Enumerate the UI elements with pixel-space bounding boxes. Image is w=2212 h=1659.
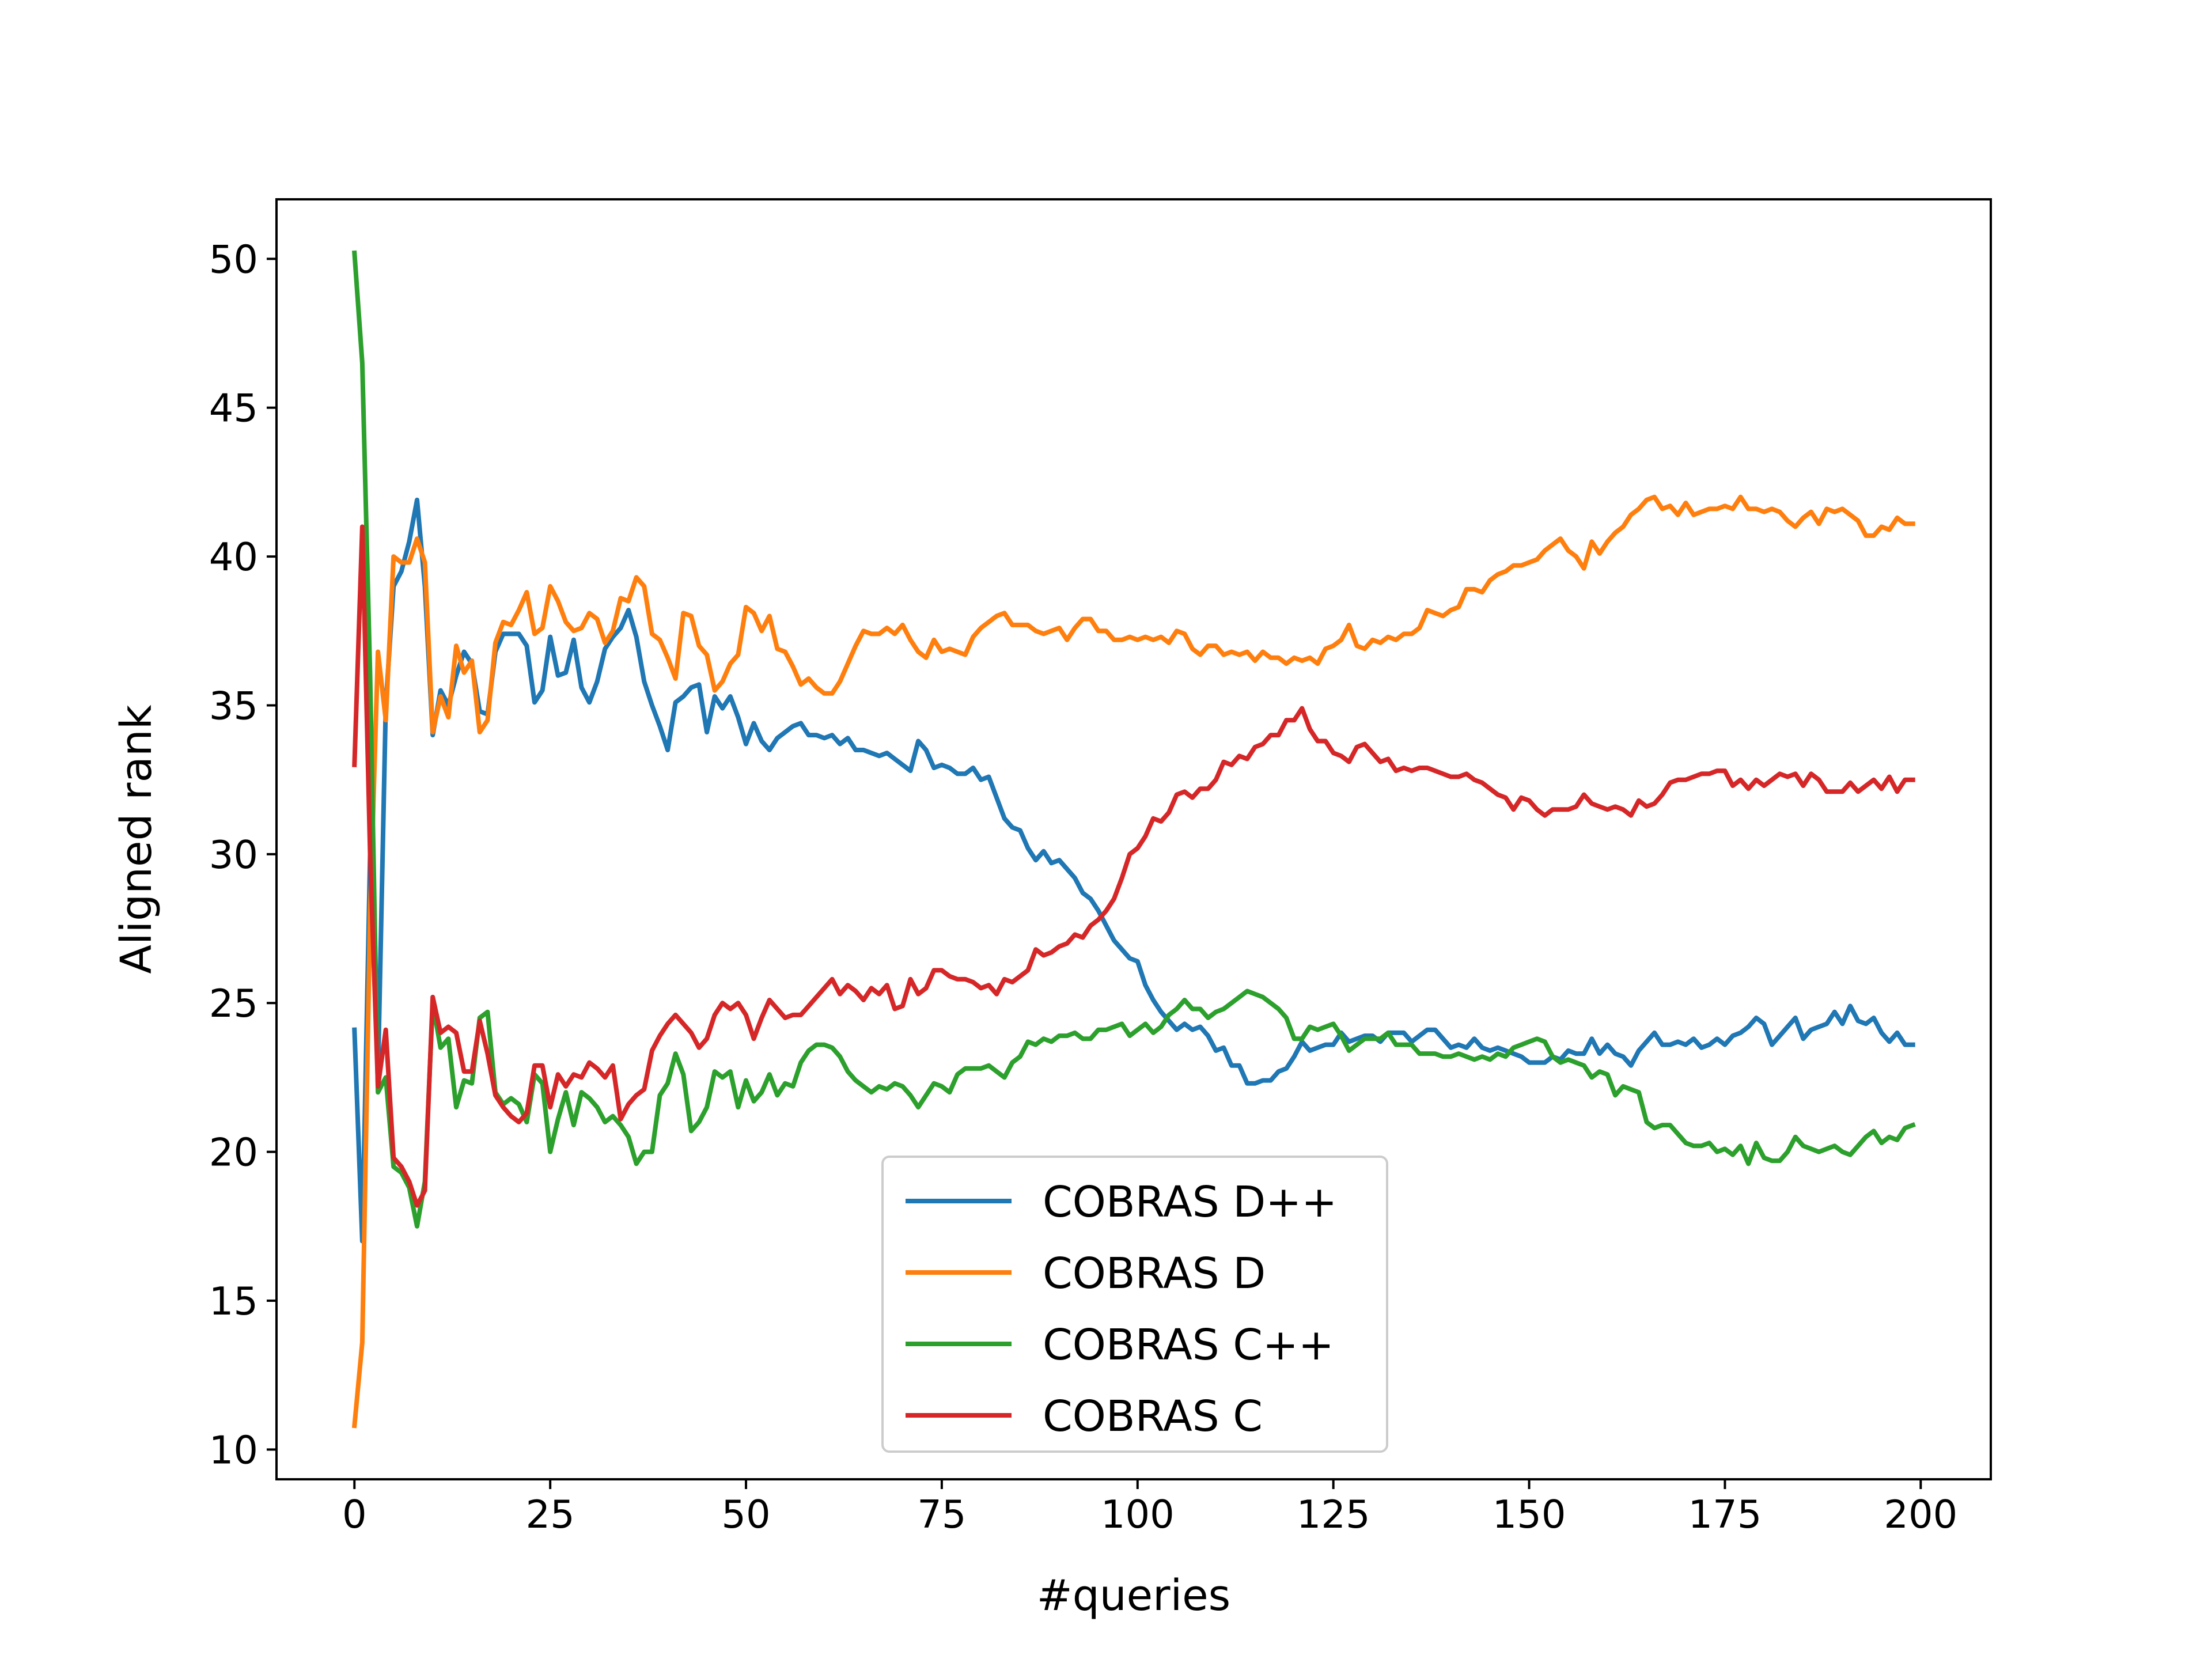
legend: COBRAS D++ COBRAS D COBRAS C++ COBRAS C bbox=[881, 1156, 1388, 1453]
y-tick-label: 45 bbox=[209, 386, 258, 431]
y-tick-label: 35 bbox=[209, 683, 258, 728]
legend-box bbox=[881, 1156, 1388, 1453]
x-tick-label: 25 bbox=[526, 1492, 575, 1537]
x-tick-label: 0 bbox=[342, 1492, 367, 1537]
series-line-2 bbox=[352, 250, 1916, 1229]
y-tick-label: 30 bbox=[209, 832, 258, 877]
x-tick-label: 175 bbox=[1688, 1492, 1762, 1537]
series-line-3 bbox=[352, 524, 1915, 1208]
x-axis: 0 25 50 75 100 125 150 175 200 bbox=[342, 1479, 1957, 1537]
x-tick-label: 100 bbox=[1101, 1492, 1175, 1537]
y-axis-label: Aligned rank bbox=[112, 704, 161, 974]
x-tick-label: 200 bbox=[1884, 1492, 1957, 1537]
plot-area-frame bbox=[275, 198, 1992, 1480]
y-tick-label: 20 bbox=[209, 1130, 258, 1175]
legend-label-2: COBRAS C++ bbox=[1043, 1320, 1334, 1370]
x-tick-label: 125 bbox=[1297, 1492, 1370, 1537]
x-axis-label: #queries bbox=[1037, 1571, 1230, 1620]
series-lines bbox=[351, 250, 1916, 1429]
x-tick-label: 150 bbox=[1493, 1492, 1566, 1537]
y-tick-label: 25 bbox=[209, 981, 258, 1026]
y-tick-label: 40 bbox=[209, 535, 258, 579]
x-tick-label: 75 bbox=[917, 1492, 966, 1537]
legend-label-3: COBRAS C bbox=[1043, 1392, 1263, 1441]
y-tick-label: 10 bbox=[209, 1427, 258, 1472]
y-axis: 10 15 20 25 30 35 40 45 50 bbox=[209, 237, 276, 1472]
legend-label-1: COBRAS D bbox=[1043, 1249, 1266, 1298]
y-tick-label: 50 bbox=[209, 237, 258, 282]
x-tick-label: 50 bbox=[721, 1492, 770, 1537]
series-line-1 bbox=[351, 494, 1915, 1429]
series-line-0 bbox=[352, 497, 1915, 1244]
y-tick-label: 15 bbox=[209, 1279, 258, 1324]
legend-label-0: COBRAS D++ bbox=[1043, 1177, 1337, 1227]
